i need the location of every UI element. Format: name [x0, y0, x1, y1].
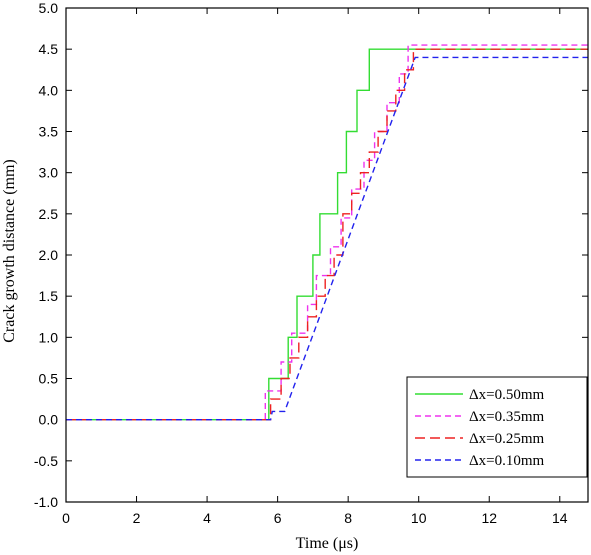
- legend: Δx=0.50mm Δx=0.35mm Δx=0.25mm Δx=0.10mm: [406, 376, 588, 478]
- y-tick-label: 0.5: [39, 371, 59, 387]
- y-tick-label: 1.0: [39, 329, 59, 345]
- plot-frame: [65, 7, 589, 503]
- series-line-4: [66, 56, 588, 421]
- y-tick-label: 4.5: [39, 41, 59, 57]
- x-tick-label: 2: [133, 510, 141, 526]
- y-tick-label: 1.5: [39, 288, 59, 304]
- y-tick-labels: -1.0 -0.5 0.0 0.5 1.0 1.5 2.0 2.5 3.0 3.5 4.0 4.5 5.…: [34, 0, 58, 510]
- x-tick-label: 0: [62, 510, 70, 526]
- x-tick-labels: 0 2 4 6 8 10 12 14: [62, 510, 568, 526]
- y-tick-label: 2.0: [39, 247, 59, 263]
- legend-label: Δx=0.25mm: [469, 431, 545, 447]
- y-tick-label: -0.5: [34, 453, 58, 469]
- y-tick-label: 3.0: [39, 165, 59, 181]
- legend-label: Δx=0.50mm: [469, 387, 545, 403]
- x-tick-label: 8: [344, 510, 352, 526]
- plot-lines: [66, 44, 588, 421]
- y-tick-label: 0.0: [39, 412, 59, 428]
- x-tick-label: 14: [552, 510, 568, 526]
- y-tick-label: 4.0: [39, 82, 59, 98]
- series-line-2: [66, 44, 588, 421]
- y-tick-label: -1.0: [34, 494, 58, 510]
- x-tick-label: 4: [203, 510, 211, 526]
- y-tick-label: 3.5: [39, 124, 59, 140]
- series-line-1: [66, 48, 588, 421]
- legend-label: Δx=0.35mm: [469, 409, 545, 425]
- x-tick-label: 10: [411, 510, 427, 526]
- x-axis-label: Time (μs): [296, 535, 359, 552]
- y-tick-label: 5.0: [39, 0, 59, 16]
- x-tick-label: 12: [481, 510, 497, 526]
- series-line-3: [66, 48, 588, 421]
- y-axis-label: Crack growth distance (mm): [1, 159, 18, 343]
- y-tick-label: 2.5: [39, 206, 59, 222]
- legend-label: Δx=0.10mm: [469, 453, 545, 469]
- x-tick-label: 6: [274, 510, 282, 526]
